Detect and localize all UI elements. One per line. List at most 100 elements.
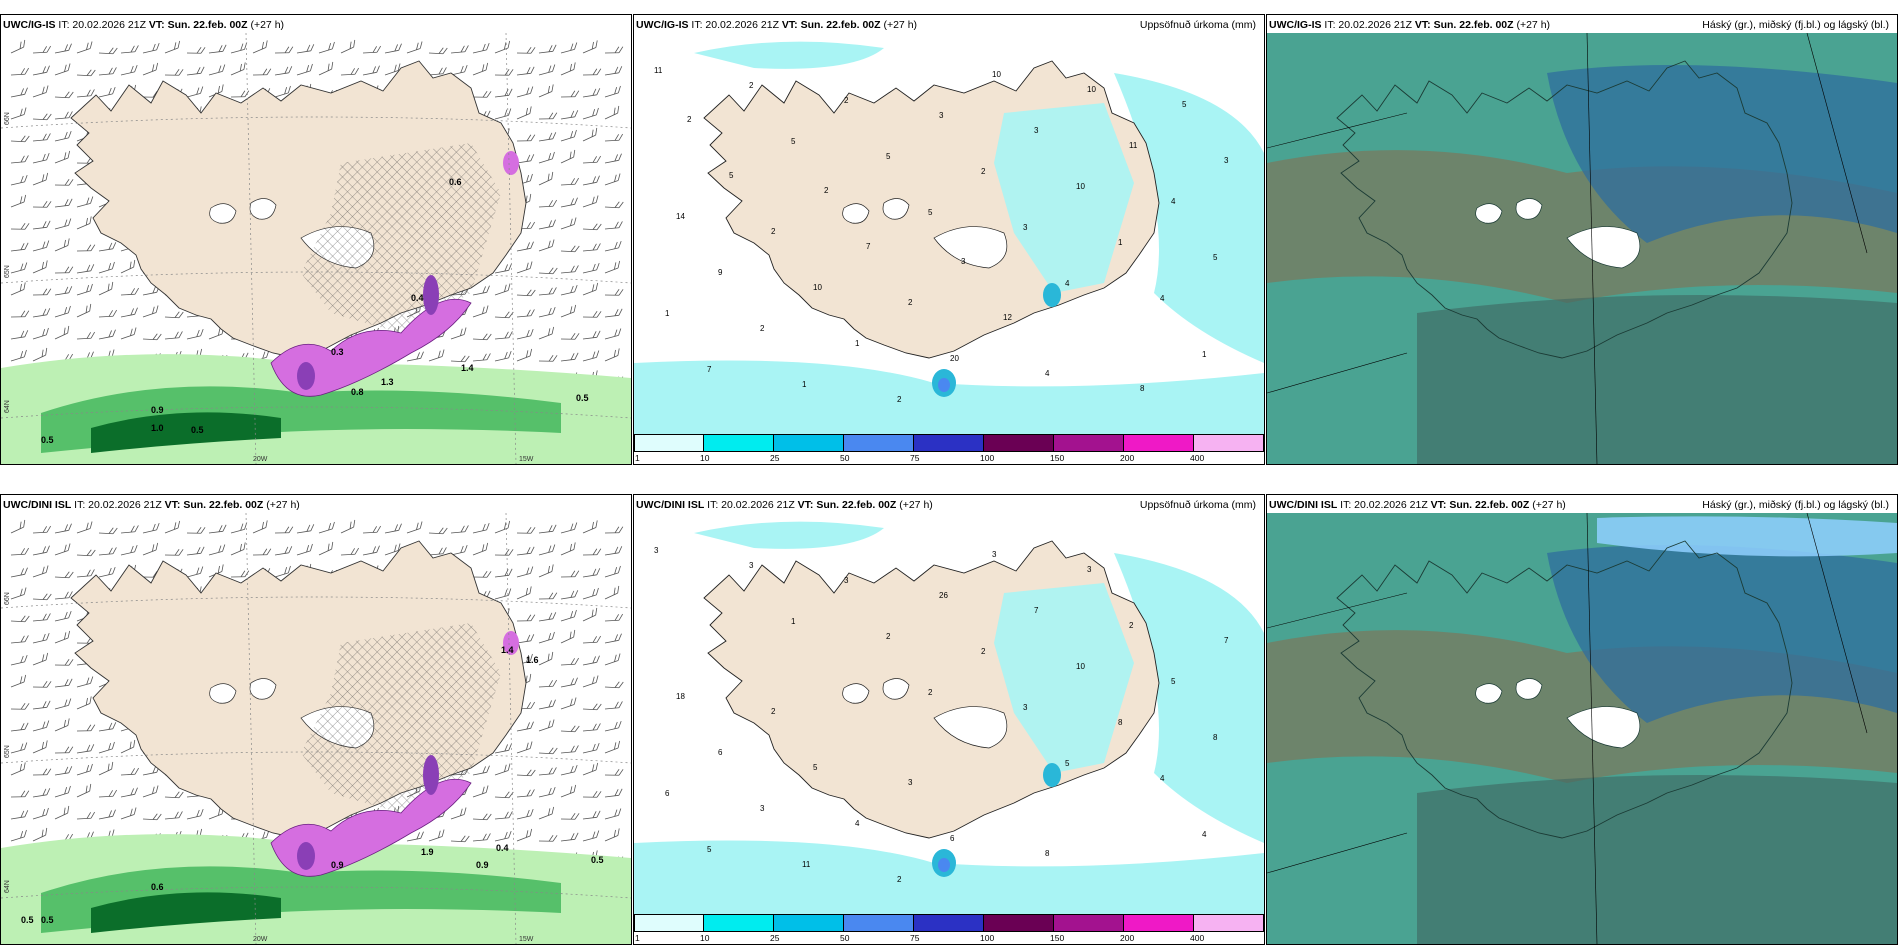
snow-heavy-area [270, 299, 472, 397]
wind-barb [76, 676, 94, 688]
wind-barb [76, 283, 93, 296]
wind-barb [472, 765, 490, 776]
longitude-gridline [505, 33, 517, 464]
wind-barb [604, 613, 624, 622]
value-label: 3 [760, 804, 765, 813]
wind-barb [538, 767, 557, 776]
colorbar-frame [634, 914, 1264, 932]
wind-barb [560, 42, 578, 54]
wind-barb [340, 39, 356, 54]
value-label: 3 [1023, 223, 1028, 232]
value-label: 5 [1171, 677, 1176, 686]
value-label: 3 [939, 111, 944, 120]
wind-barb [54, 698, 72, 710]
wind-barb [538, 651, 554, 666]
colorbar-label: 25 [770, 933, 780, 943]
wind-barb [450, 327, 467, 340]
wind-barb [604, 289, 624, 296]
value-label: 8 [1213, 733, 1218, 742]
wind-barb [604, 653, 621, 666]
wind-barb [516, 789, 535, 798]
wind-barb [76, 811, 96, 820]
value-label: 5 [1213, 253, 1218, 262]
wind-barb [54, 543, 71, 556]
wind-barb [472, 305, 489, 318]
wind-barb [10, 174, 28, 186]
wind-barb [10, 282, 26, 296]
value-label: 4 [1202, 830, 1207, 839]
wind-barb [428, 349, 445, 362]
snow-hatched-area [301, 623, 501, 813]
wind-barb [98, 527, 118, 535]
value-label: 0.4 [411, 293, 424, 303]
wind-barb [538, 151, 555, 164]
wind-barb [76, 724, 96, 732]
wind-barb [582, 155, 602, 164]
wind-barb [516, 241, 534, 252]
wind-barb [98, 67, 117, 76]
colorbar-swatch [1124, 914, 1194, 932]
wind-barb [10, 654, 28, 666]
wind-barb [164, 69, 184, 76]
wind-barb [98, 281, 114, 296]
colorbar-swatch [984, 434, 1054, 452]
latitude-gridline [1, 271, 631, 284]
wind-barb [54, 805, 70, 820]
wind-barb [538, 564, 554, 578]
wind-barb [494, 568, 513, 578]
colorbar-label: 10 [700, 453, 710, 463]
wind-barb [428, 527, 448, 535]
value-label: 2 [928, 688, 933, 697]
colorbar-swatch [634, 914, 704, 932]
value-label: 11 [1129, 141, 1138, 150]
wind-barb [604, 633, 622, 644]
value-label: 7 [1224, 636, 1229, 645]
wind-barb [406, 831, 424, 842]
wind-barb [10, 762, 26, 776]
value-label: 2 [844, 96, 849, 105]
wind-barb [582, 68, 602, 76]
high-cloud-area [1547, 65, 1897, 243]
wind-barb [54, 266, 74, 274]
wind-barb [450, 525, 469, 534]
wind-barb [54, 630, 71, 644]
wind-barb [604, 585, 620, 600]
wind-barb [120, 327, 137, 340]
latitude-gridline [1, 886, 631, 899]
value-label: 1 [802, 380, 807, 389]
colorbar-label: 1 [635, 453, 640, 463]
wind-barb [76, 549, 96, 557]
wind-barb [516, 828, 533, 842]
wind-barb [516, 769, 536, 777]
wind-barb [560, 570, 580, 578]
wind-barb [54, 130, 72, 142]
latitude-gridline [1, 751, 631, 764]
iceland-landmass [1336, 540, 1793, 839]
panel-right-title: Uppsöfnuð úrkoma (mm) [1139, 19, 1256, 31]
wind-barb [164, 331, 183, 340]
wind-barb [164, 40, 181, 54]
wind-barb [32, 288, 52, 296]
wind-barb [604, 46, 624, 54]
colorbar-swatch [704, 434, 774, 452]
colorbar-swatch [844, 434, 914, 452]
wind-barb [604, 260, 621, 274]
wind-barb [164, 520, 181, 534]
wind-barb [560, 745, 579, 754]
value-label: 1.6 [526, 655, 539, 665]
longitude-gridline [505, 513, 517, 944]
wind-barb [54, 218, 72, 230]
value-label: 7 [866, 242, 871, 251]
colorbar-label: 150 [1050, 453, 1065, 463]
value-label: 3 [961, 257, 966, 266]
wind-barb [604, 173, 621, 186]
projection-line [1586, 33, 1598, 464]
wind-barb [76, 569, 95, 578]
wind-barb [54, 571, 74, 579]
panel-clouds-igis: UWC/IG-IS IT: 20.02.2026 21Z VT: Sun. 22… [1266, 14, 1898, 465]
longitude-label: 15W [519, 936, 534, 943]
wind-barb [604, 565, 621, 578]
wind-barb [516, 527, 536, 534]
wind-barb [32, 740, 48, 754]
high-cloud-area [1547, 545, 1897, 723]
